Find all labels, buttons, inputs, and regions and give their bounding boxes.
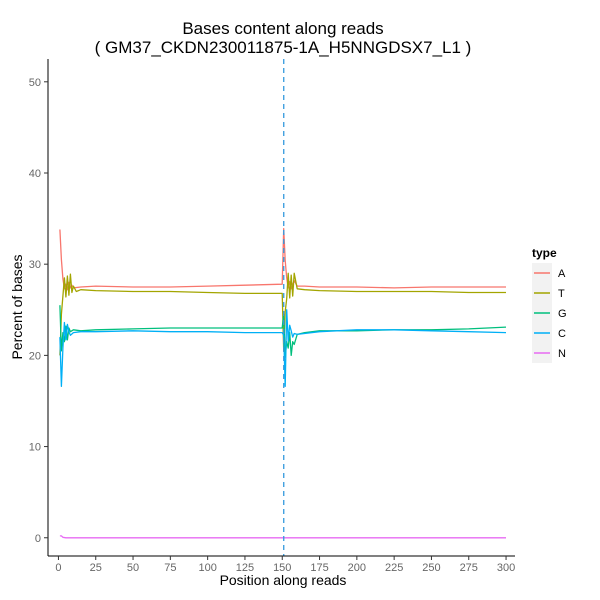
y-tick-label: 50	[29, 77, 41, 89]
y-tick-label: 10	[29, 442, 41, 454]
chart-title-line-2: ( GM37_CKDN230011875-1A_H5NNGDSX7_L1 )	[95, 38, 472, 57]
legend-title: type	[532, 246, 557, 260]
x-tick-label: 250	[422, 562, 440, 574]
x-ticks: 0 25 50 75 100 125 150 175 200 225 250 275 300	[55, 556, 515, 574]
x-tick-label: 200	[348, 562, 366, 574]
x-tick-label: 175	[310, 562, 328, 574]
x-tick-label: 25	[90, 562, 102, 574]
series-line-a	[59, 227, 506, 291]
x-tick-label: 150	[273, 562, 291, 574]
y-tick-label: 20	[29, 350, 41, 362]
x-tick-label: 300	[497, 562, 515, 574]
legend-label-a: A	[558, 268, 566, 280]
x-tick-label: 75	[164, 562, 176, 574]
series-line-t	[59, 272, 506, 356]
legend-label-n: N	[558, 348, 566, 360]
legend-label-g: G	[558, 308, 567, 320]
series-line-c	[59, 309, 507, 388]
chart-title-line-1: Bases content along reads	[182, 19, 383, 38]
x-tick-label: 100	[198, 562, 216, 574]
x-axis-title: Position along reads	[220, 572, 347, 588]
y-tick-label: 0	[35, 533, 41, 545]
x-tick-label: 275	[460, 562, 478, 574]
legend-label-t: T	[558, 288, 565, 300]
legend-label-c: C	[558, 328, 566, 340]
x-tick-label: 0	[55, 562, 61, 574]
y-ticks: 0 10 20 30 40 50	[29, 77, 48, 545]
y-tick-label: 30	[29, 259, 41, 271]
x-tick-label: 225	[385, 562, 403, 574]
axes	[47, 59, 515, 557]
series-line-g	[59, 305, 507, 358]
plot-area	[59, 59, 507, 556]
x-tick-label: 125	[236, 562, 254, 574]
series-line-n	[59, 535, 506, 539]
x-tick-label: 50	[127, 562, 139, 574]
y-axis-title: Percent of bases	[9, 254, 25, 359]
y-tick-label: 40	[29, 168, 41, 180]
